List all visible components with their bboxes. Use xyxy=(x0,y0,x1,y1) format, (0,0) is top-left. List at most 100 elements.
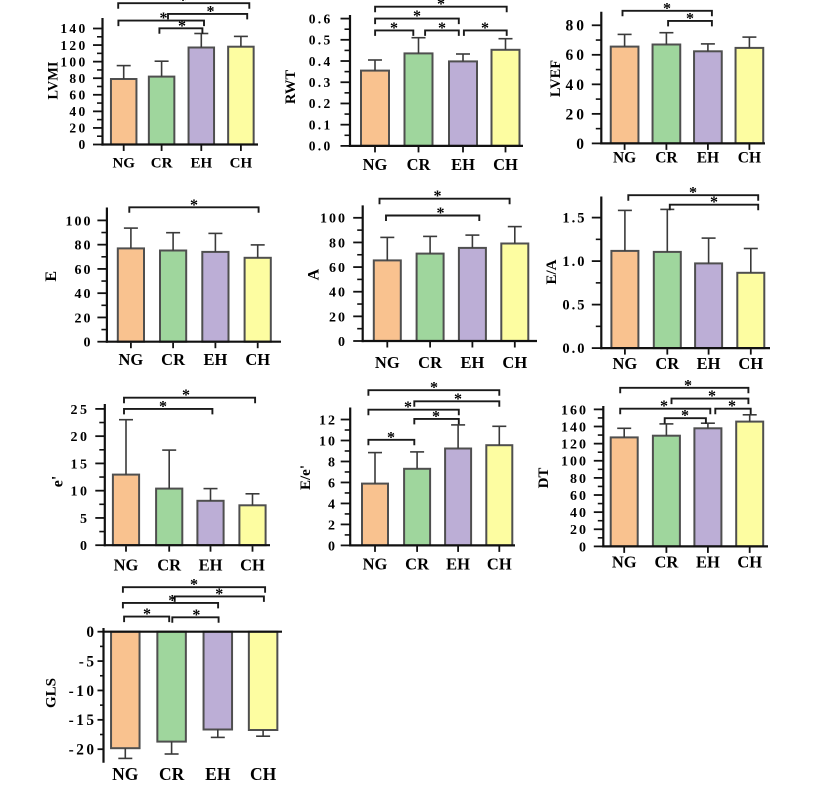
svg-text:RWT: RWT xyxy=(283,70,299,104)
svg-text:EH: EH xyxy=(460,353,484,372)
svg-text:CH: CH xyxy=(245,350,270,369)
svg-text:80: 80 xyxy=(75,239,93,254)
svg-text:LVEF: LVEF xyxy=(548,60,564,97)
svg-text:60: 60 xyxy=(329,261,347,276)
svg-text:*: * xyxy=(437,205,445,222)
svg-text:2: 2 xyxy=(328,518,337,533)
svg-text:*: * xyxy=(215,586,223,603)
svg-text:0.1: 0.1 xyxy=(309,117,333,132)
svg-text:40: 40 xyxy=(570,506,588,521)
svg-text:*: * xyxy=(434,188,442,205)
svg-text:10: 10 xyxy=(71,485,90,500)
svg-text:25: 25 xyxy=(71,403,90,418)
svg-text:20: 20 xyxy=(75,311,93,326)
svg-text:CH: CH xyxy=(738,150,761,167)
svg-text:GLS: GLS xyxy=(44,678,60,708)
svg-text:100: 100 xyxy=(320,212,347,227)
svg-text:EH: EH xyxy=(203,350,227,369)
svg-text:EH: EH xyxy=(205,764,231,784)
svg-text:*: * xyxy=(681,408,689,425)
svg-text:6: 6 xyxy=(328,476,337,491)
svg-text:CR: CR xyxy=(151,156,173,172)
svg-text:CH: CH xyxy=(502,353,527,372)
svg-text:NG: NG xyxy=(119,350,144,369)
svg-text:*: * xyxy=(179,0,187,10)
svg-text:CR: CR xyxy=(159,764,185,784)
svg-text:0: 0 xyxy=(576,136,587,153)
svg-text:NG: NG xyxy=(112,764,139,784)
svg-text:NG: NG xyxy=(612,553,637,572)
svg-text:EH: EH xyxy=(697,354,721,373)
svg-text:CH: CH xyxy=(737,553,762,572)
svg-text:10: 10 xyxy=(319,434,337,449)
svg-text:20: 20 xyxy=(570,523,588,538)
svg-text:CR: CR xyxy=(157,556,182,575)
svg-text:20: 20 xyxy=(329,310,347,325)
svg-text:60: 60 xyxy=(566,47,588,64)
svg-text:CH: CH xyxy=(738,354,763,373)
svg-text:*: * xyxy=(663,0,671,17)
svg-text:140: 140 xyxy=(60,21,87,36)
svg-text:*: * xyxy=(686,10,694,27)
svg-text:NG: NG xyxy=(613,150,636,167)
svg-text:0: 0 xyxy=(579,540,588,555)
svg-text:8: 8 xyxy=(328,455,337,470)
svg-text:0.0: 0.0 xyxy=(562,341,586,357)
svg-text:A: A xyxy=(306,268,323,280)
svg-text:NG: NG xyxy=(112,156,135,172)
svg-text:120: 120 xyxy=(60,38,87,53)
svg-text:60: 60 xyxy=(75,263,93,278)
svg-text:NG: NG xyxy=(363,155,388,174)
svg-text:CH: CH xyxy=(493,155,518,174)
svg-text:CR: CR xyxy=(655,150,678,167)
svg-text:CR: CR xyxy=(405,555,430,574)
svg-text:0: 0 xyxy=(78,137,87,152)
svg-text:0: 0 xyxy=(328,539,337,554)
svg-text:140: 140 xyxy=(561,420,588,435)
svg-text:*: * xyxy=(143,606,151,623)
svg-text:0: 0 xyxy=(80,539,90,554)
svg-text:12: 12 xyxy=(319,413,337,428)
svg-text:E: E xyxy=(43,271,60,282)
svg-text:100: 100 xyxy=(561,455,588,470)
svg-text:E/A: E/A xyxy=(544,259,560,284)
svg-text:*: * xyxy=(190,577,198,594)
svg-text:0.0: 0.0 xyxy=(309,139,333,154)
svg-text:CR: CR xyxy=(654,553,679,572)
svg-text:EH: EH xyxy=(199,556,223,575)
svg-text:NG: NG xyxy=(114,556,139,575)
svg-text:0: 0 xyxy=(86,624,96,641)
svg-text:*: * xyxy=(192,607,200,624)
svg-text:*: * xyxy=(481,20,489,37)
svg-text:80: 80 xyxy=(329,236,347,251)
svg-text:*: * xyxy=(684,377,692,394)
svg-text:15: 15 xyxy=(71,457,90,472)
svg-text:EH: EH xyxy=(696,553,720,572)
svg-text:*: * xyxy=(159,398,167,415)
svg-text:CR: CR xyxy=(407,155,432,174)
svg-text:*: * xyxy=(660,398,668,415)
svg-text:1.5: 1.5 xyxy=(562,211,586,227)
svg-text:CR: CR xyxy=(655,354,680,373)
svg-text:EH: EH xyxy=(697,150,719,167)
svg-text:LVMI: LVMI xyxy=(45,61,61,99)
svg-text:e': e' xyxy=(50,476,67,488)
svg-text:*: * xyxy=(430,380,438,397)
svg-text:CR: CR xyxy=(161,350,186,369)
svg-text:*: * xyxy=(413,8,421,25)
svg-text:100: 100 xyxy=(66,214,93,229)
svg-text:EH: EH xyxy=(451,155,475,174)
svg-text:0.2: 0.2 xyxy=(309,96,333,111)
svg-text:DT: DT xyxy=(536,468,552,489)
svg-text:*: * xyxy=(207,3,215,20)
svg-text:0: 0 xyxy=(338,335,347,350)
svg-text:*: * xyxy=(437,0,445,13)
svg-text:*: * xyxy=(438,20,446,37)
svg-text:120: 120 xyxy=(561,438,588,453)
svg-text:CH: CH xyxy=(487,555,512,574)
svg-text:*: * xyxy=(178,18,186,35)
svg-text:0.6: 0.6 xyxy=(309,11,333,26)
svg-text:EH: EH xyxy=(190,156,212,172)
svg-text:80: 80 xyxy=(566,18,588,35)
svg-text:E/e': E/e' xyxy=(298,465,314,490)
